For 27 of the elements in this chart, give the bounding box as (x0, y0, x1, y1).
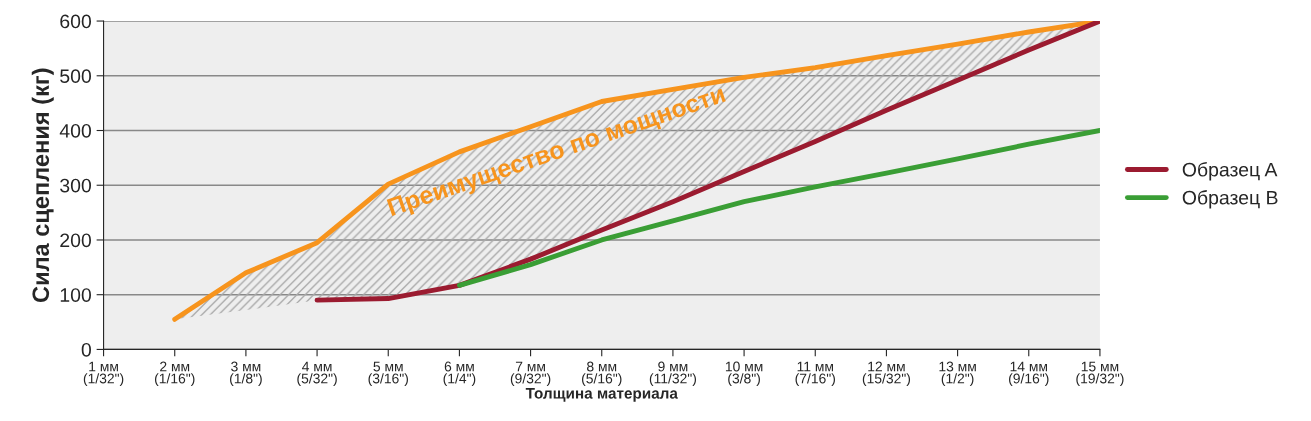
x-tick-label: 4 мм (5/32") (297, 361, 337, 387)
y-tick-label: 300 (60, 178, 92, 193)
y-tick-label: 600 (60, 14, 92, 29)
legend-label: Образец B (1182, 190, 1278, 209)
x-axis-title: Толщина материала (525, 388, 678, 402)
x-tick-label: 12 мм (15/32") (862, 361, 911, 387)
x-tick-label: 2 мм (1/16") (154, 361, 195, 387)
x-tick-label: 5 мм (3/16") (368, 361, 408, 387)
y-axis-title: Сила сцепления (кг) (31, 68, 54, 303)
y-tick-label: 100 (60, 288, 92, 302)
x-tick-label: 14 мм (9/16") (1009, 361, 1049, 387)
x-tick-label: 10 мм (3/8") (725, 361, 763, 387)
legend-label: Образец A (1182, 162, 1278, 181)
x-tick-label: 11 мм (7/16") (795, 361, 835, 387)
y-tick-label: 200 (60, 233, 92, 248)
x-tick-label: 13 мм (1/2") (939, 361, 976, 387)
y-tick-label: 400 (59, 123, 92, 138)
x-tick-label: 8 мм (5/16") (582, 361, 622, 387)
y-tick-label: 0 (81, 342, 91, 357)
x-tick-label: 7 мм (9/32") (510, 361, 551, 387)
x-tick-label: 3 мм (1/8") (230, 361, 262, 387)
x-tick-label: 15 мм (19/32") (1076, 361, 1124, 387)
line-series (314, 21, 1100, 303)
y-tick-label: 500 (60, 69, 92, 84)
x-tick-label: 1 мм (1/32") (83, 361, 124, 387)
x-tick-label: 6 мм (1/4") (443, 361, 476, 387)
x-tick-label: 9 мм (11/32") (649, 361, 697, 387)
